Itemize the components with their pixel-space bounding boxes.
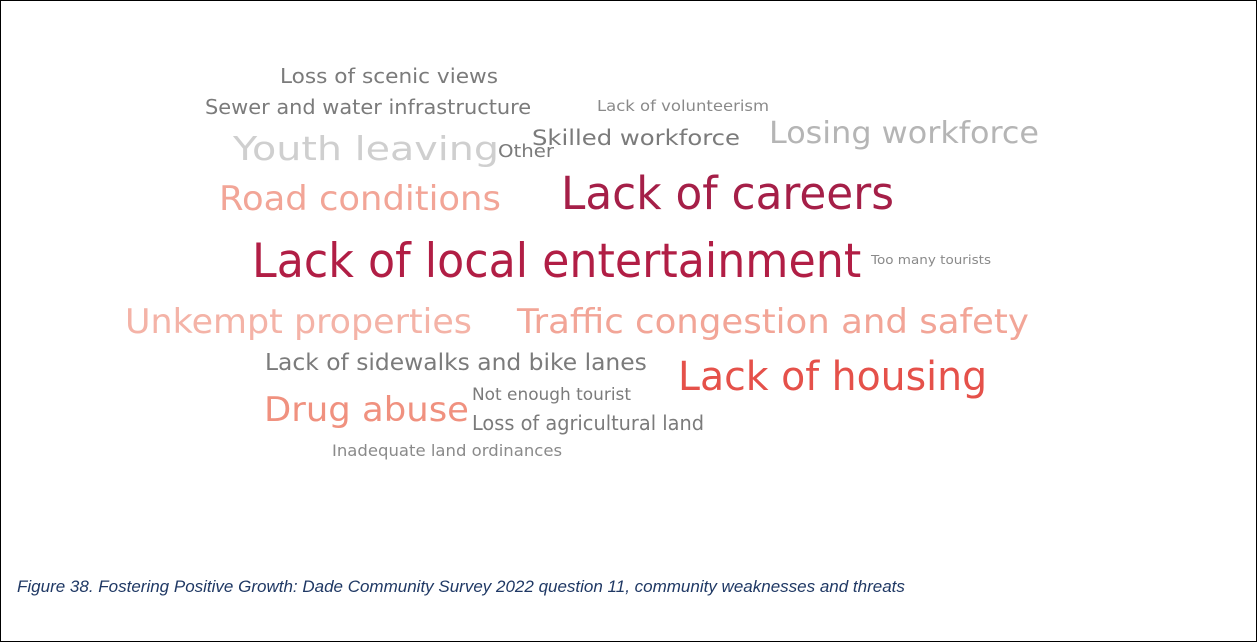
word: Lack of volunteerism xyxy=(597,97,770,115)
word: Unkempt properties xyxy=(125,302,472,342)
word: Lack of housing xyxy=(678,354,988,400)
word: Losing workforce xyxy=(769,116,1040,151)
word: Traffic congestion and safety xyxy=(517,302,1029,342)
word: Road conditions xyxy=(219,179,501,219)
word: Drug abuse xyxy=(264,390,469,430)
figure-caption: Figure 38. Fostering Positive Growth: Da… xyxy=(17,577,905,596)
word: Loss of agricultural land xyxy=(472,411,705,435)
word: Too many tourists xyxy=(871,253,992,267)
word: Not enough tourist xyxy=(472,385,632,405)
word: Skilled workforce xyxy=(532,126,741,150)
word-cloud: Loss of scenic views Sewer and water inf… xyxy=(1,1,1256,521)
word: Lack of careers xyxy=(561,167,894,220)
word: Loss of scenic views xyxy=(280,64,498,88)
word: Sewer and water infrastructure xyxy=(205,95,532,119)
word: Lack of sidewalks and bike lanes xyxy=(265,350,647,376)
word: Lack of local entertainment xyxy=(252,234,862,289)
word: Other xyxy=(498,141,555,162)
word: Youth leaving xyxy=(233,129,500,168)
word: Inadequate land ordinances xyxy=(332,441,563,460)
